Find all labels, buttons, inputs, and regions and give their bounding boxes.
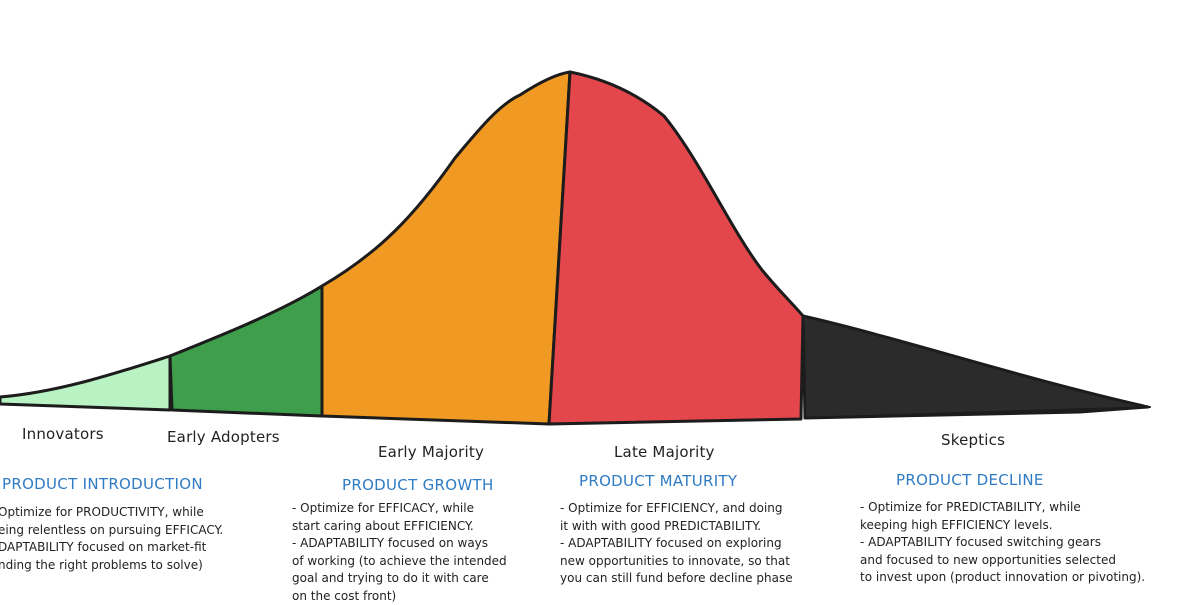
phase-line: eing relentless on pursuing EFFICACY. [0, 522, 223, 540]
phase-line: of working (to achieve the intended [292, 553, 507, 571]
phase-line: start caring about EFFICIENCY. [292, 518, 507, 536]
phase-line: - Optimize for EFFICACY, while [292, 500, 507, 518]
phase-title-growth: PRODUCT GROWTH [342, 476, 494, 494]
phase-line: goal and trying to do it with care [292, 570, 507, 588]
phase-line: nding the right problems to solve) [0, 557, 223, 575]
phase-line: it with with good PREDICTABILITY. [560, 518, 793, 536]
segment-early-majority [322, 72, 570, 424]
phase-body-growth: - Optimize for EFFICACY, while start car… [292, 500, 507, 605]
phase-line: - ADAPTABILITY focused on exploring [560, 535, 793, 553]
segment-skeptics [803, 316, 1148, 418]
phase-line: and focused to new opportunities selecte… [860, 552, 1145, 570]
segment-late-majority [549, 72, 803, 424]
phase-title-introduction: PRODUCT INTRODUCTION [2, 475, 203, 493]
phase-line: to invest upon (product innovation or pi… [860, 569, 1145, 587]
phase-line: new opportunities to innovate, so that [560, 553, 793, 571]
label-innovators: Innovators [22, 425, 104, 443]
phase-line: - ADAPTABILITY focused on ways [292, 535, 507, 553]
label-early-adopters: Early Adopters [167, 428, 280, 446]
segment-early-adopters [170, 286, 322, 416]
label-skeptics: Skeptics [941, 431, 1005, 449]
phase-line: Optimize for PRODUCTIVITY, while [0, 504, 223, 522]
phase-line: - Optimize for EFFICIENCY, and doing [560, 500, 793, 518]
label-late-majority: Late Majority [614, 443, 715, 461]
phase-line: - Optimize for PREDICTABILITY, while [860, 499, 1145, 517]
phase-line: on the cost front) [292, 588, 507, 605]
segment-innovators [0, 356, 170, 410]
phase-line: keeping high EFFICIENCY levels. [860, 517, 1145, 535]
phase-body-introduction: Optimize for PRODUCTIVITY, while eing re… [0, 504, 223, 574]
phase-line: - ADAPTABILITY focused switching gears [860, 534, 1145, 552]
phase-body-decline: - Optimize for PREDICTABILITY, while kee… [860, 499, 1145, 587]
phase-line: you can still fund before decline phase [560, 570, 793, 588]
phase-title-maturity: PRODUCT MATURITY [579, 472, 737, 490]
phase-body-maturity: - Optimize for EFFICIENCY, and doing it … [560, 500, 793, 588]
phase-line: DAPTABILITY focused on market-fit [0, 539, 223, 557]
label-early-majority: Early Majority [378, 443, 484, 461]
phase-title-decline: PRODUCT DECLINE [896, 471, 1044, 489]
